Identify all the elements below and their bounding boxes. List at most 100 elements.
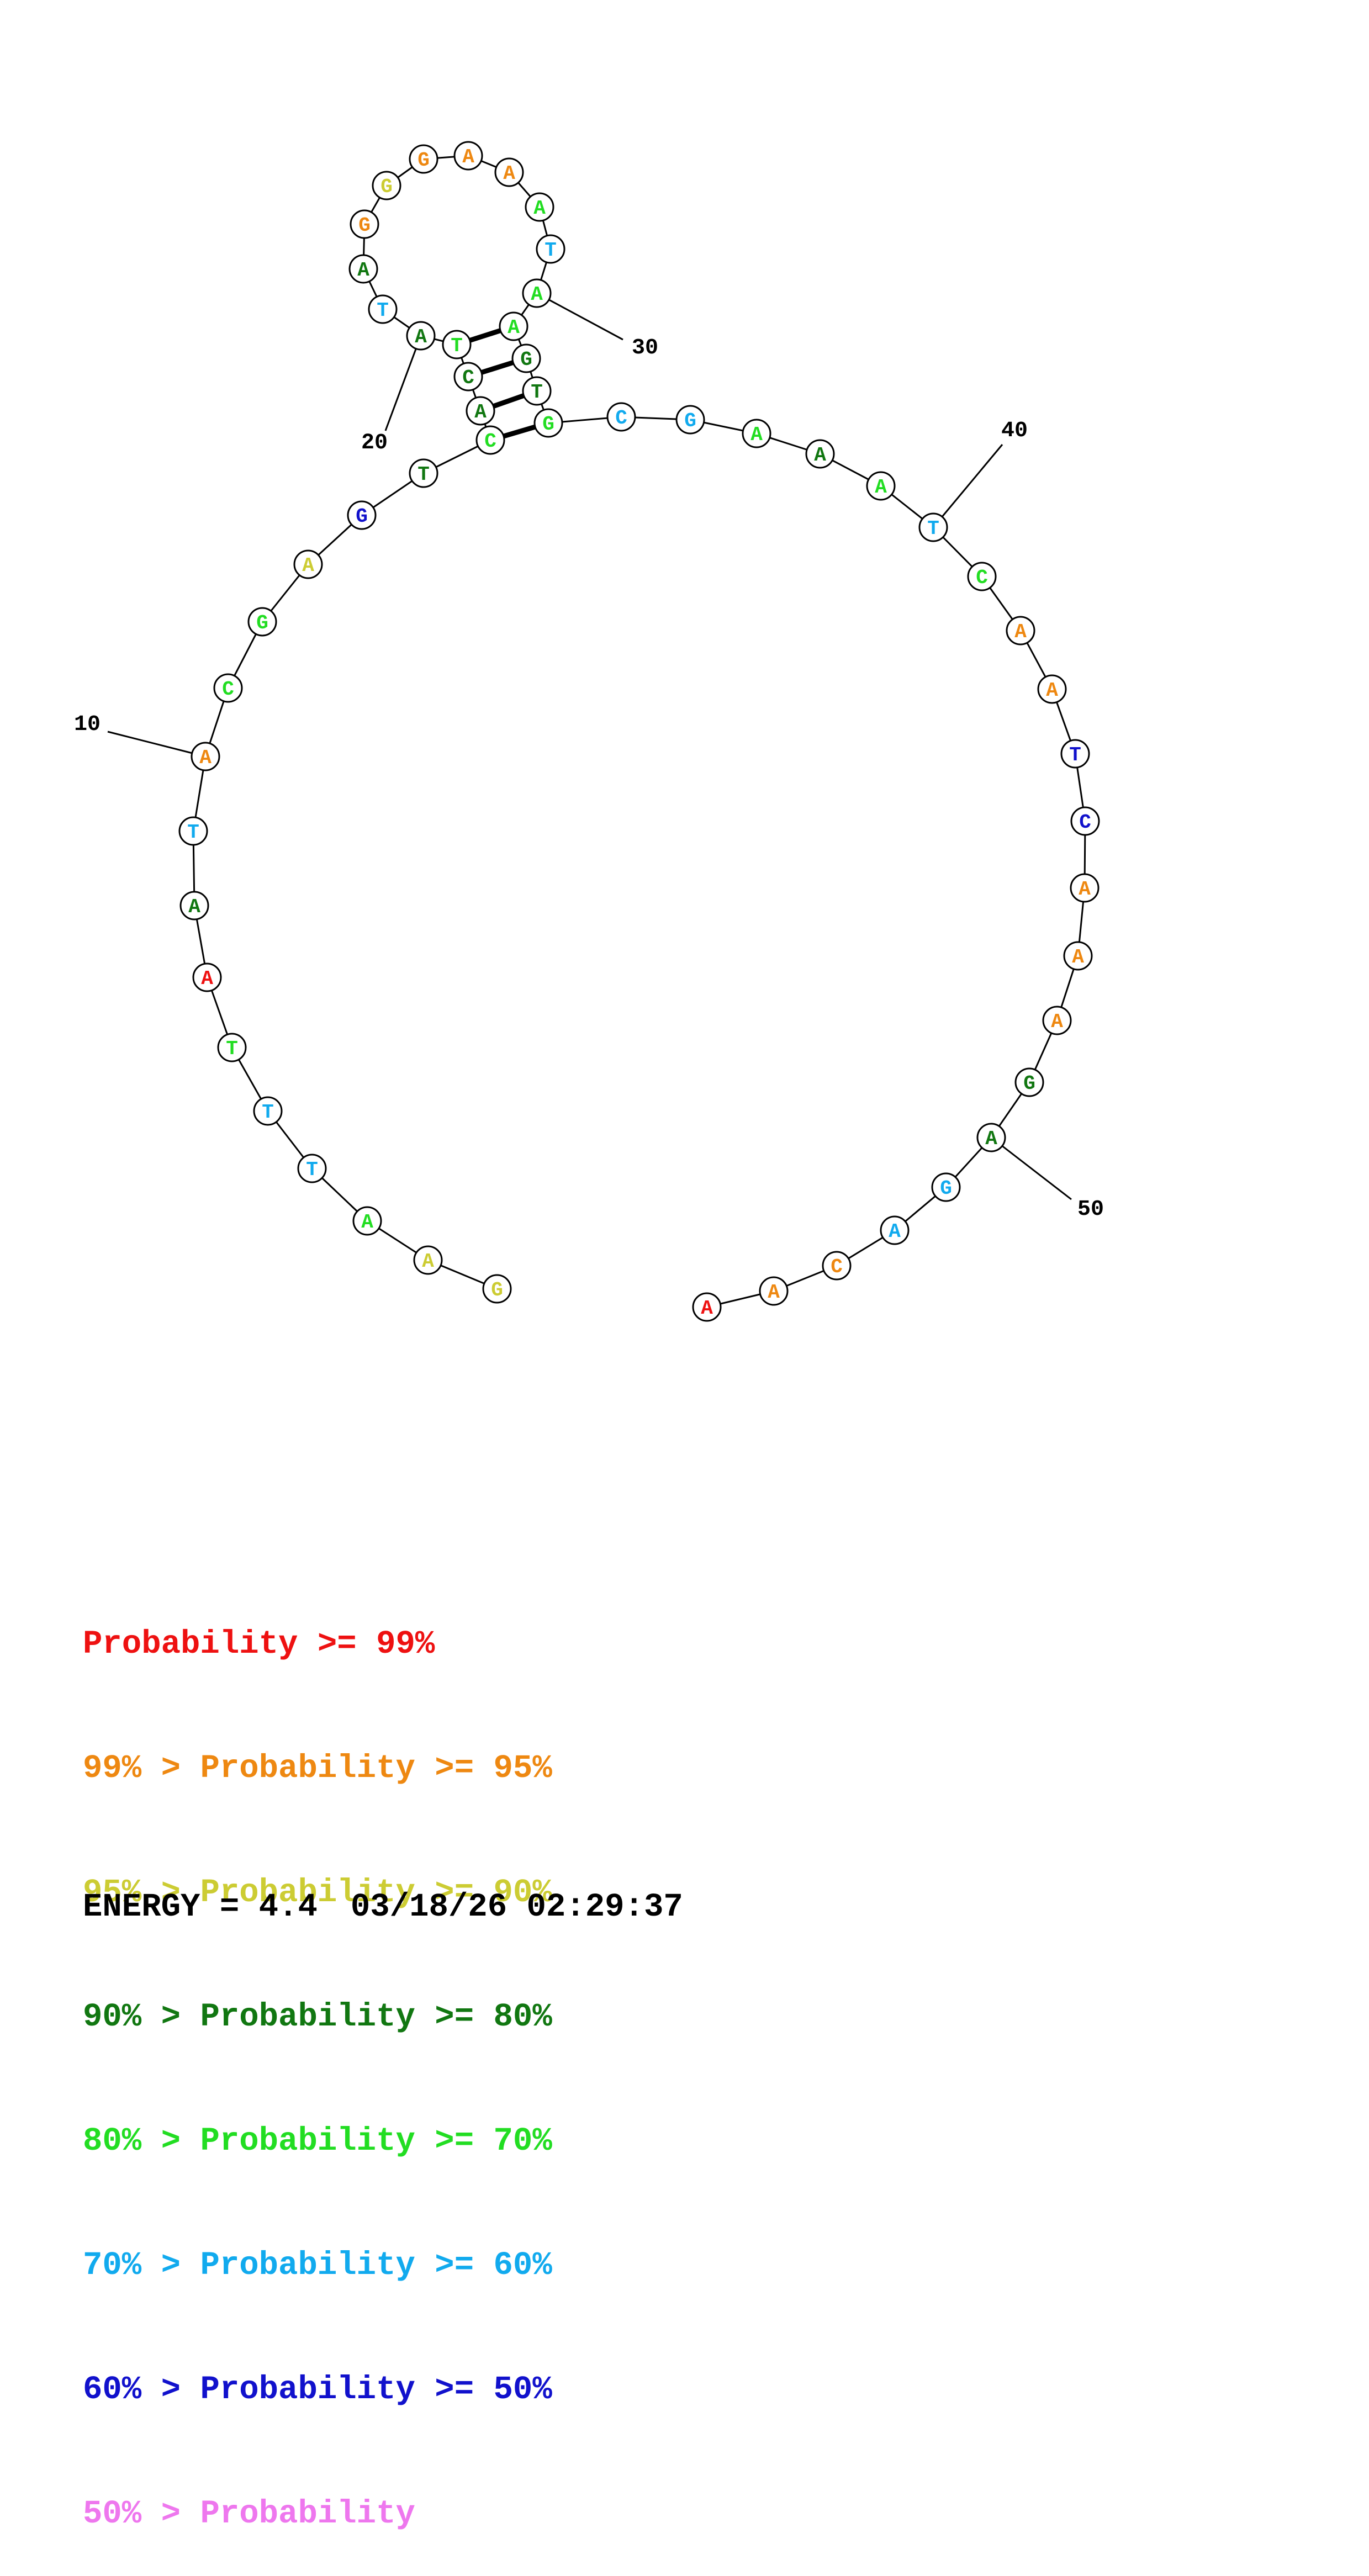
nucleotide: A: [1006, 616, 1035, 646]
nucleotide-circle: [880, 1215, 910, 1245]
nucleotide-circle: [352, 1206, 382, 1236]
nucleotide-circle: [759, 1276, 789, 1306]
nucleotide-circle: [406, 321, 436, 351]
nucleotide: A: [742, 419, 771, 448]
nucleotide-letter: A: [415, 326, 427, 348]
legend-row: 99% > Probability >= 95%: [83, 1748, 552, 1789]
nucleotide-letter: C: [462, 367, 474, 389]
nucleotide: A: [179, 891, 209, 921]
nucleotide-letter: C: [1079, 811, 1091, 834]
nucleotide-circle: [522, 376, 552, 406]
backbone: [192, 155, 1086, 1308]
probability-legend: Probability >= 99% 99% > Probability >= …: [83, 1541, 552, 2576]
nucleotide-letter: G: [1023, 1072, 1035, 1095]
nucleotide-letter: A: [875, 476, 887, 499]
nucleotide: A: [466, 396, 495, 426]
nucleotide: C: [213, 673, 243, 703]
nucleotide-letter: A: [531, 283, 543, 306]
nucleotide-letter: G: [520, 348, 532, 371]
legend-row: 70% > Probability >= 60%: [83, 2245, 552, 2286]
nucleotide-circle: [499, 311, 528, 341]
nucleotide-letter: A: [1079, 878, 1091, 901]
nucleotide-letter: A: [814, 444, 826, 467]
base-pair-bond: [503, 424, 536, 439]
nucleotide: A: [499, 311, 528, 341]
nucleotide-circle: [606, 402, 636, 432]
nucleotide-circle: [522, 278, 552, 308]
energy-value: ENERGY = 4.4: [83, 1889, 318, 1926]
nucleotide-letter: A: [533, 197, 546, 220]
nucleotide-circle: [247, 607, 277, 637]
nucleotide-circle: [453, 362, 483, 392]
nucleotide-letter: T: [451, 335, 463, 357]
nucleotide-letter: A: [503, 162, 515, 185]
number-tick-line: [536, 292, 623, 341]
nucleotide-letter: T: [306, 1159, 318, 1181]
number-tick-line: [384, 335, 422, 431]
nucleotide: T: [217, 1033, 247, 1062]
nucleotide-letter: C: [615, 407, 627, 430]
nucleotide-circle: [453, 141, 483, 171]
nucleotide-circle: [179, 891, 209, 921]
nucleotide: C: [475, 425, 505, 455]
nucleotide-circle: [192, 962, 222, 992]
nucleotide: A: [352, 1206, 382, 1236]
legend-prefix: 70% >: [83, 2247, 200, 2284]
nucleotide: A: [348, 254, 378, 284]
nucleotide-circle: [1070, 806, 1100, 836]
nucleotide-circle: [178, 816, 208, 846]
legend-row: 50% > Probability: [83, 2493, 552, 2535]
legend-row: 80% > Probability >= 70%: [83, 2120, 552, 2162]
nucleotide: T: [178, 816, 208, 846]
nucleotide: T: [409, 458, 438, 488]
nucleotide-circle: [1037, 674, 1067, 704]
position-number-label: 20: [361, 431, 388, 456]
nucleotide-circle: [525, 192, 554, 222]
nucleotide: G: [931, 1172, 961, 1202]
legend-prefix: 99% >: [83, 1750, 200, 1787]
base-pair-bond: [493, 393, 525, 409]
nucleotide: A: [692, 1292, 722, 1322]
nucleotide-letter: G: [356, 505, 368, 528]
nucleotide: G: [409, 144, 438, 174]
energy-footer: ENERGY = 4.4 03/18/26 02:29:37: [83, 1889, 683, 1926]
nucleotide: A: [805, 439, 835, 469]
nucleotide-circle: [213, 673, 243, 703]
position-number-label: 30: [632, 336, 658, 361]
legend-prefix: 95% >: [83, 1874, 200, 1911]
nucleotide: A: [192, 962, 222, 992]
nucleotide-letter: C: [831, 1256, 843, 1278]
nucleotide-letter: A: [199, 747, 212, 769]
legend-row: 95% > Probability >= 90%: [83, 1872, 552, 1913]
nucleotide: C: [606, 402, 636, 432]
nucleotide-circle: [466, 396, 495, 426]
nucleotide-letter: G: [542, 413, 554, 436]
nucleotide: A: [522, 278, 552, 308]
nucleotide: A: [880, 1215, 910, 1245]
legend-prefix: 80% >: [83, 2123, 200, 2160]
nucleotide-circle: [533, 408, 563, 438]
nucleotide-letter: A: [462, 146, 474, 168]
nucleotide: G: [1014, 1067, 1044, 1097]
nucleotide-circle: [297, 1154, 327, 1183]
legend-label: Probability >= 95%: [200, 1750, 552, 1787]
nucleotide-letter: A: [508, 316, 520, 339]
number-tick-line: [107, 731, 206, 758]
nucleotide-circle: [475, 425, 505, 455]
nucleotide-letter: C: [484, 430, 496, 453]
nucleotide-letter: A: [750, 424, 763, 446]
nucleotide: C: [822, 1251, 852, 1281]
base-pairs: [469, 328, 536, 439]
nucleotide-letter: T: [417, 463, 430, 486]
nucleotide-letter: A: [985, 1128, 997, 1150]
nucleotide-letter: A: [474, 401, 487, 424]
nucleotide-letter: G: [380, 176, 393, 198]
nucleotide-letter: T: [226, 1038, 238, 1060]
legend-prefix: 60% >: [83, 2371, 200, 2408]
nucleotide-letter: T: [545, 239, 557, 262]
nucleotide-circle: [511, 343, 541, 373]
base-pair-bond: [480, 360, 514, 375]
nucleotide: T: [536, 234, 565, 264]
nucleotide-letter: A: [1014, 621, 1027, 643]
nucleotide-circle: [413, 1245, 443, 1275]
